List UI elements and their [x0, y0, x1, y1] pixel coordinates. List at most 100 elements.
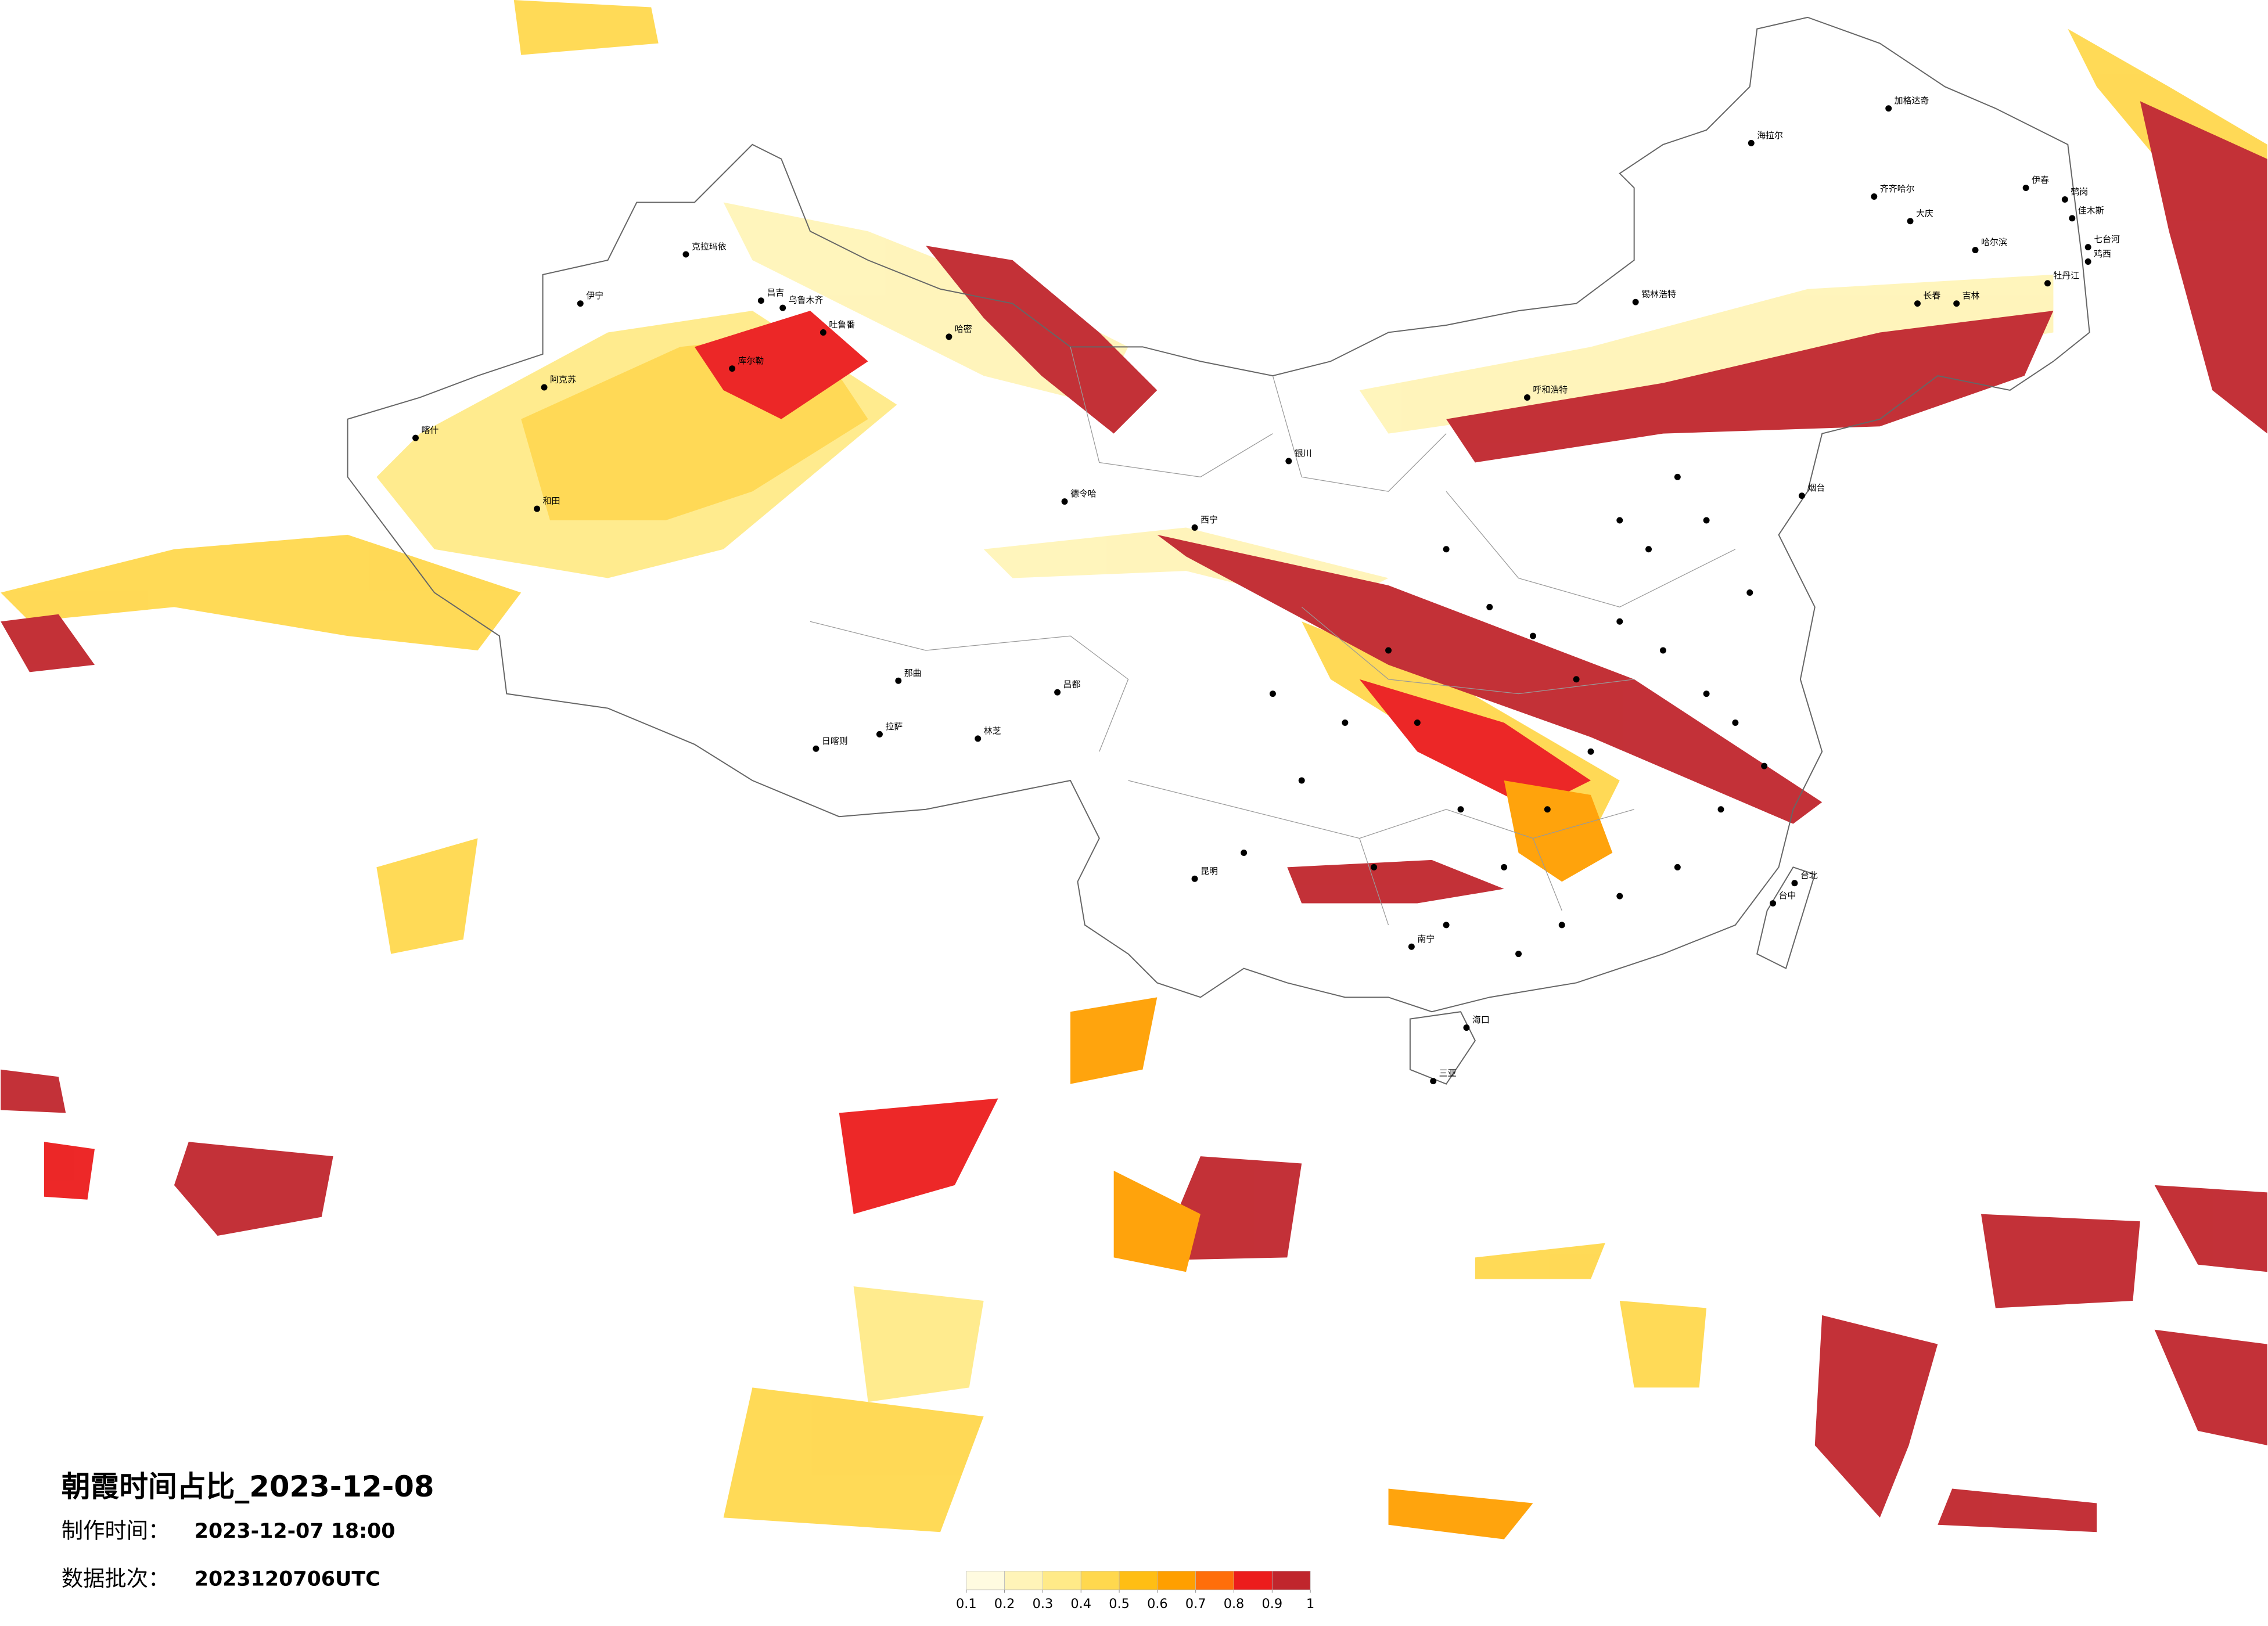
city-dot [2084, 244, 2091, 251]
city-dot [1885, 105, 1892, 112]
city-dot [946, 333, 953, 340]
city-dot [1914, 300, 1921, 307]
city-dot [729, 365, 736, 372]
city-label: 日喀则 [822, 736, 848, 746]
city-label: 长春 [1923, 290, 1940, 301]
city-label: 佳木斯 [2078, 205, 2104, 215]
city-label: 台中 [1779, 890, 1796, 901]
city-label: 昌都 [1063, 679, 1081, 690]
city-dot [1791, 880, 1798, 887]
city-label: 烟台 [1807, 483, 1825, 493]
city-dot [2069, 215, 2076, 222]
borders [347, 16, 2090, 1085]
legend-tick-label: 0.4 [1070, 1596, 1091, 1611]
city-dot [1798, 492, 1805, 499]
city-dot [1703, 690, 1710, 697]
legend-swatch [966, 1571, 1005, 1591]
city-dot [1770, 900, 1777, 907]
field [1446, 311, 2054, 463]
field [1, 534, 522, 650]
city-label: 伊春 [2032, 175, 2049, 185]
legend-swatch [1234, 1571, 1273, 1591]
legend-swatch [1119, 1571, 1158, 1591]
legend-tick-label: 0.6 [1147, 1596, 1168, 1611]
city-dot [534, 505, 541, 512]
city-dot [1285, 458, 1292, 465]
field [1, 1069, 66, 1113]
city-label: 乌鲁木齐 [789, 295, 824, 305]
city-dot [1659, 647, 1666, 654]
legend-swatch [1043, 1571, 1081, 1591]
city-dot [813, 745, 820, 752]
city-dot [1674, 473, 1681, 480]
city-label: 大庆 [1916, 208, 1933, 218]
legend-tick-label: 0.8 [1224, 1596, 1245, 1611]
city-dot [1871, 193, 1878, 200]
legend-tick-label: 0.7 [1185, 1596, 1206, 1611]
city-dot [1054, 689, 1061, 696]
color-fields [1, 0, 2267, 1539]
city-dot [1191, 524, 1198, 531]
field [1981, 1214, 2140, 1308]
city-dot [1430, 1078, 1437, 1085]
legend-swatch [1195, 1571, 1234, 1591]
island [1409, 1011, 1476, 1085]
city-dot [1457, 806, 1464, 813]
city-label: 拉萨 [885, 721, 903, 732]
city-dot [1408, 943, 1415, 950]
batch: 2023120706UTC [195, 1567, 380, 1591]
field [1287, 859, 1504, 904]
city-dot [1717, 806, 1724, 813]
legend-tick-label: 0.5 [1109, 1596, 1130, 1611]
field [2140, 101, 2267, 434]
city-label: 银川 [1295, 448, 1312, 459]
city-dot [1907, 218, 1914, 225]
field [1619, 1301, 1707, 1388]
legend-swatch [1080, 1571, 1120, 1591]
field [2154, 1329, 2267, 1445]
city-dot [1515, 951, 1522, 958]
city-label: 齐齐哈尔 [1880, 184, 1915, 194]
city-dot [757, 297, 764, 304]
city-label: 呼和浩特 [1533, 384, 1568, 395]
city-dot [1587, 748, 1594, 755]
city-label: 阿克苏 [550, 375, 576, 385]
city-dot [820, 329, 826, 336]
city-dot [1529, 632, 1536, 639]
city-label: 昌吉 [767, 287, 784, 298]
field [1475, 1243, 1605, 1279]
city-dot [1616, 618, 1623, 625]
city-label: 昆明 [1201, 866, 1218, 876]
city-dot [1748, 139, 1755, 146]
city-dot [1645, 546, 1652, 553]
city-dot [1632, 298, 1639, 305]
city-dot [1269, 690, 1276, 697]
city-dot [1298, 777, 1305, 784]
legend-swatch [1157, 1571, 1196, 1591]
city-dot [1463, 1024, 1470, 1031]
made-time: 2023-12-07 18:00 [195, 1520, 396, 1543]
city-dot [895, 677, 902, 684]
city-dot [1385, 647, 1392, 654]
city-label: 伊宁 [586, 290, 603, 301]
city-label: 哈密 [955, 323, 972, 334]
city-dot [412, 434, 419, 441]
city-label: 和田 [543, 496, 560, 506]
city-dot [1443, 922, 1450, 929]
city-dot [1616, 517, 1623, 524]
city-label: 吉林 [1963, 290, 1980, 301]
field [839, 1098, 998, 1214]
city-label: 喀什 [421, 425, 438, 436]
legend-tick-label: 1 [1306, 1596, 1314, 1611]
city-dot [577, 300, 584, 307]
city-label: 克拉玛依 [692, 242, 727, 252]
field [1157, 534, 1823, 824]
country-outline [347, 16, 2090, 1013]
field [174, 1142, 333, 1236]
city-dot [1501, 864, 1508, 870]
field [694, 311, 868, 419]
city-label: 鹤岗 [2071, 186, 2088, 197]
city-dot [1732, 719, 1739, 726]
